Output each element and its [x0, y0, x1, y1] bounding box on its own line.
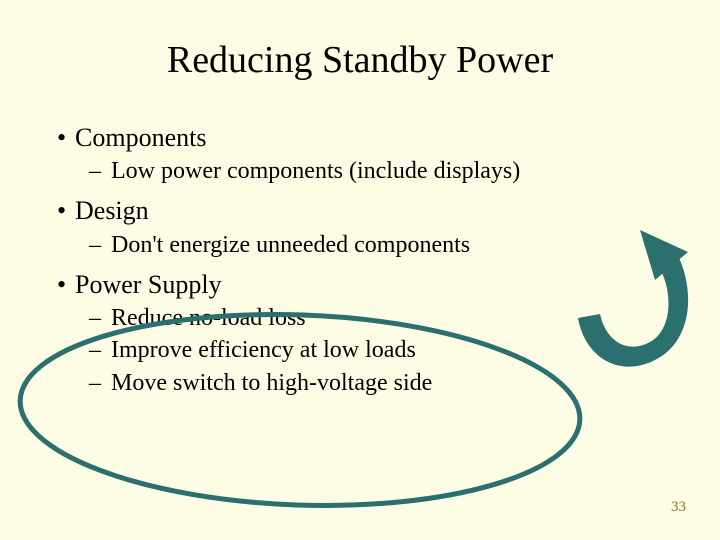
bullet-l2-label: Improve efficiency at low loads: [111, 334, 416, 366]
bullet-l1-label: Design: [75, 193, 149, 228]
bullet-l2-label: Low power components (include displays): [111, 155, 520, 187]
bullet-l2-label: Don't energize unneeded components: [111, 229, 470, 261]
bullet-l1-label: Components: [75, 120, 206, 155]
bullet-l1: • Design – Don't energize unneeded compo…: [55, 193, 665, 260]
slide-title: Reducing Standby Power: [55, 38, 665, 82]
bullet-l2: – Don't energize unneeded components: [89, 229, 665, 261]
dash-icon: –: [89, 302, 111, 334]
bullet-l2: – Low power components (include displays…: [89, 155, 665, 187]
page-number: 33: [671, 499, 686, 516]
bullet-l2-label: Move switch to high-voltage side: [111, 367, 432, 399]
dash-icon: –: [89, 367, 111, 399]
bullet-l2: – Reduce no-load loss – Improve efficien…: [89, 302, 665, 399]
bullet-dot-icon: •: [55, 120, 75, 155]
bullet-l1: • Components – Low power components (inc…: [55, 120, 665, 187]
slide: Reducing Standby Power • Components – Lo…: [0, 0, 720, 540]
bullet-dot-icon: •: [55, 267, 75, 302]
bullet-l1-label: Power Supply: [75, 267, 222, 302]
slide-content: • Components – Low power components (inc…: [55, 120, 665, 399]
bullet-l2-label: Reduce no-load loss: [111, 302, 306, 334]
bullet-l1: • Power Supply – Reduce no-load loss – I…: [55, 267, 665, 399]
bullet-dot-icon: •: [55, 193, 75, 228]
dash-icon: –: [89, 334, 111, 366]
dash-icon: –: [89, 155, 111, 187]
dash-icon: –: [89, 229, 111, 261]
